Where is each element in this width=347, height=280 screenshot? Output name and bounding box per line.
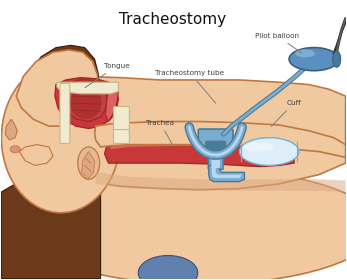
Text: Cuff: Cuff xyxy=(271,100,301,127)
Text: Pilot balloon: Pilot balloon xyxy=(255,33,302,53)
Polygon shape xyxy=(21,45,99,96)
FancyBboxPatch shape xyxy=(211,152,220,168)
Ellipse shape xyxy=(244,142,274,151)
FancyBboxPatch shape xyxy=(208,151,223,169)
FancyBboxPatch shape xyxy=(206,141,226,155)
Polygon shape xyxy=(11,76,346,190)
Ellipse shape xyxy=(10,146,20,153)
Polygon shape xyxy=(104,134,294,167)
Ellipse shape xyxy=(289,48,339,71)
Polygon shape xyxy=(19,145,53,165)
Polygon shape xyxy=(57,82,118,94)
Ellipse shape xyxy=(1,63,120,213)
Polygon shape xyxy=(16,50,98,126)
FancyBboxPatch shape xyxy=(60,83,70,143)
Text: Tracheostomy tube: Tracheostomy tube xyxy=(155,70,225,103)
Polygon shape xyxy=(212,165,242,178)
Ellipse shape xyxy=(21,169,347,280)
Ellipse shape xyxy=(239,138,299,165)
Ellipse shape xyxy=(138,256,198,280)
Polygon shape xyxy=(82,151,95,179)
Ellipse shape xyxy=(70,87,102,119)
FancyBboxPatch shape xyxy=(113,106,129,130)
FancyBboxPatch shape xyxy=(198,129,233,146)
Polygon shape xyxy=(55,78,118,129)
Polygon shape xyxy=(105,85,118,122)
Polygon shape xyxy=(5,119,17,140)
Text: Tongue: Tongue xyxy=(85,63,129,88)
FancyBboxPatch shape xyxy=(113,130,129,143)
Polygon shape xyxy=(209,165,244,182)
Ellipse shape xyxy=(333,51,341,67)
Polygon shape xyxy=(110,139,289,151)
Polygon shape xyxy=(95,122,346,157)
Polygon shape xyxy=(62,80,107,122)
Text: Trachea: Trachea xyxy=(146,120,174,147)
Text: Tracheostomy: Tracheostomy xyxy=(119,12,227,27)
Ellipse shape xyxy=(295,49,315,57)
Polygon shape xyxy=(96,172,346,192)
Ellipse shape xyxy=(78,147,100,179)
Polygon shape xyxy=(1,175,101,279)
